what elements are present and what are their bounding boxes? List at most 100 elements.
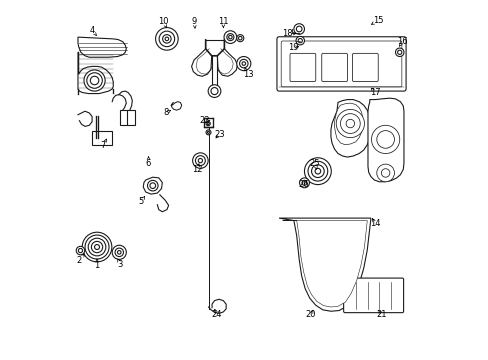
Circle shape <box>84 70 105 91</box>
Circle shape <box>210 87 218 95</box>
Circle shape <box>150 183 155 189</box>
Text: 15: 15 <box>372 16 382 25</box>
Polygon shape <box>282 221 366 307</box>
FancyBboxPatch shape <box>281 41 401 87</box>
Polygon shape <box>78 37 126 57</box>
Circle shape <box>207 122 209 125</box>
Text: 12: 12 <box>191 165 202 174</box>
Circle shape <box>381 169 389 177</box>
Circle shape <box>82 232 112 262</box>
Circle shape <box>205 121 210 126</box>
Circle shape <box>207 131 209 134</box>
Circle shape <box>296 61 308 73</box>
Circle shape <box>242 62 245 66</box>
Circle shape <box>295 36 304 45</box>
Circle shape <box>298 39 302 43</box>
Text: 11: 11 <box>218 17 228 26</box>
Text: 16: 16 <box>396 37 407 46</box>
Text: 3: 3 <box>118 260 123 269</box>
Circle shape <box>361 64 368 71</box>
Circle shape <box>208 85 221 98</box>
Circle shape <box>302 180 306 185</box>
Circle shape <box>159 31 174 47</box>
Text: 10: 10 <box>158 17 168 26</box>
FancyBboxPatch shape <box>120 110 135 125</box>
Text: 18: 18 <box>282 29 292 38</box>
Circle shape <box>112 245 126 259</box>
Circle shape <box>91 242 102 253</box>
Text: 14: 14 <box>369 219 380 228</box>
Circle shape <box>307 161 327 181</box>
Text: 21: 21 <box>375 310 386 319</box>
Circle shape <box>299 178 309 188</box>
Text: 6: 6 <box>145 158 151 167</box>
Circle shape <box>224 31 236 44</box>
Text: 7: 7 <box>101 141 106 150</box>
Circle shape <box>90 76 99 85</box>
Circle shape <box>395 48 403 57</box>
Polygon shape <box>143 177 162 194</box>
Circle shape <box>330 64 337 71</box>
FancyBboxPatch shape <box>276 37 405 91</box>
Text: 17: 17 <box>369 88 380 97</box>
Text: 8: 8 <box>163 108 168 117</box>
Circle shape <box>115 248 123 257</box>
Circle shape <box>293 24 304 34</box>
Circle shape <box>78 248 82 253</box>
Text: 13: 13 <box>242 70 253 79</box>
Circle shape <box>147 180 158 191</box>
Text: 19: 19 <box>287 43 298 52</box>
Polygon shape <box>330 100 370 157</box>
Text: 25: 25 <box>309 158 320 167</box>
FancyBboxPatch shape <box>92 131 112 145</box>
Circle shape <box>340 114 360 134</box>
Circle shape <box>76 246 84 255</box>
FancyBboxPatch shape <box>289 53 315 82</box>
Text: 26: 26 <box>298 180 308 189</box>
Circle shape <box>299 64 305 71</box>
Text: 2: 2 <box>77 256 82 265</box>
Circle shape <box>304 158 330 185</box>
Circle shape <box>85 235 109 259</box>
FancyBboxPatch shape <box>321 53 347 82</box>
Circle shape <box>238 36 242 40</box>
FancyBboxPatch shape <box>343 278 403 312</box>
Circle shape <box>87 73 102 88</box>
Circle shape <box>155 28 178 50</box>
Circle shape <box>205 130 210 135</box>
Circle shape <box>88 238 105 256</box>
Circle shape <box>239 59 247 68</box>
Circle shape <box>376 131 394 148</box>
Circle shape <box>346 119 354 128</box>
Circle shape <box>327 61 340 73</box>
Polygon shape <box>334 103 362 145</box>
Circle shape <box>165 37 168 41</box>
Text: 22: 22 <box>199 116 210 125</box>
Circle shape <box>314 168 320 174</box>
Circle shape <box>376 164 394 182</box>
Circle shape <box>163 35 171 43</box>
Circle shape <box>358 61 371 73</box>
Text: 9: 9 <box>191 17 197 26</box>
Circle shape <box>228 35 232 39</box>
Circle shape <box>397 50 401 54</box>
Circle shape <box>236 57 250 71</box>
Circle shape <box>198 158 202 163</box>
Circle shape <box>192 153 208 168</box>
Text: 4: 4 <box>89 26 95 35</box>
Text: 23: 23 <box>214 130 224 139</box>
Polygon shape <box>279 218 370 311</box>
Circle shape <box>226 33 233 41</box>
FancyBboxPatch shape <box>352 53 377 82</box>
Circle shape <box>336 109 364 138</box>
Circle shape <box>117 251 121 254</box>
Polygon shape <box>367 98 403 182</box>
Circle shape <box>195 156 205 166</box>
Text: 24: 24 <box>211 310 222 319</box>
Circle shape <box>371 125 399 153</box>
Text: 20: 20 <box>305 310 315 319</box>
Circle shape <box>236 35 244 42</box>
Text: 1: 1 <box>94 261 100 270</box>
Text: 5: 5 <box>139 197 144 206</box>
Circle shape <box>311 165 324 177</box>
